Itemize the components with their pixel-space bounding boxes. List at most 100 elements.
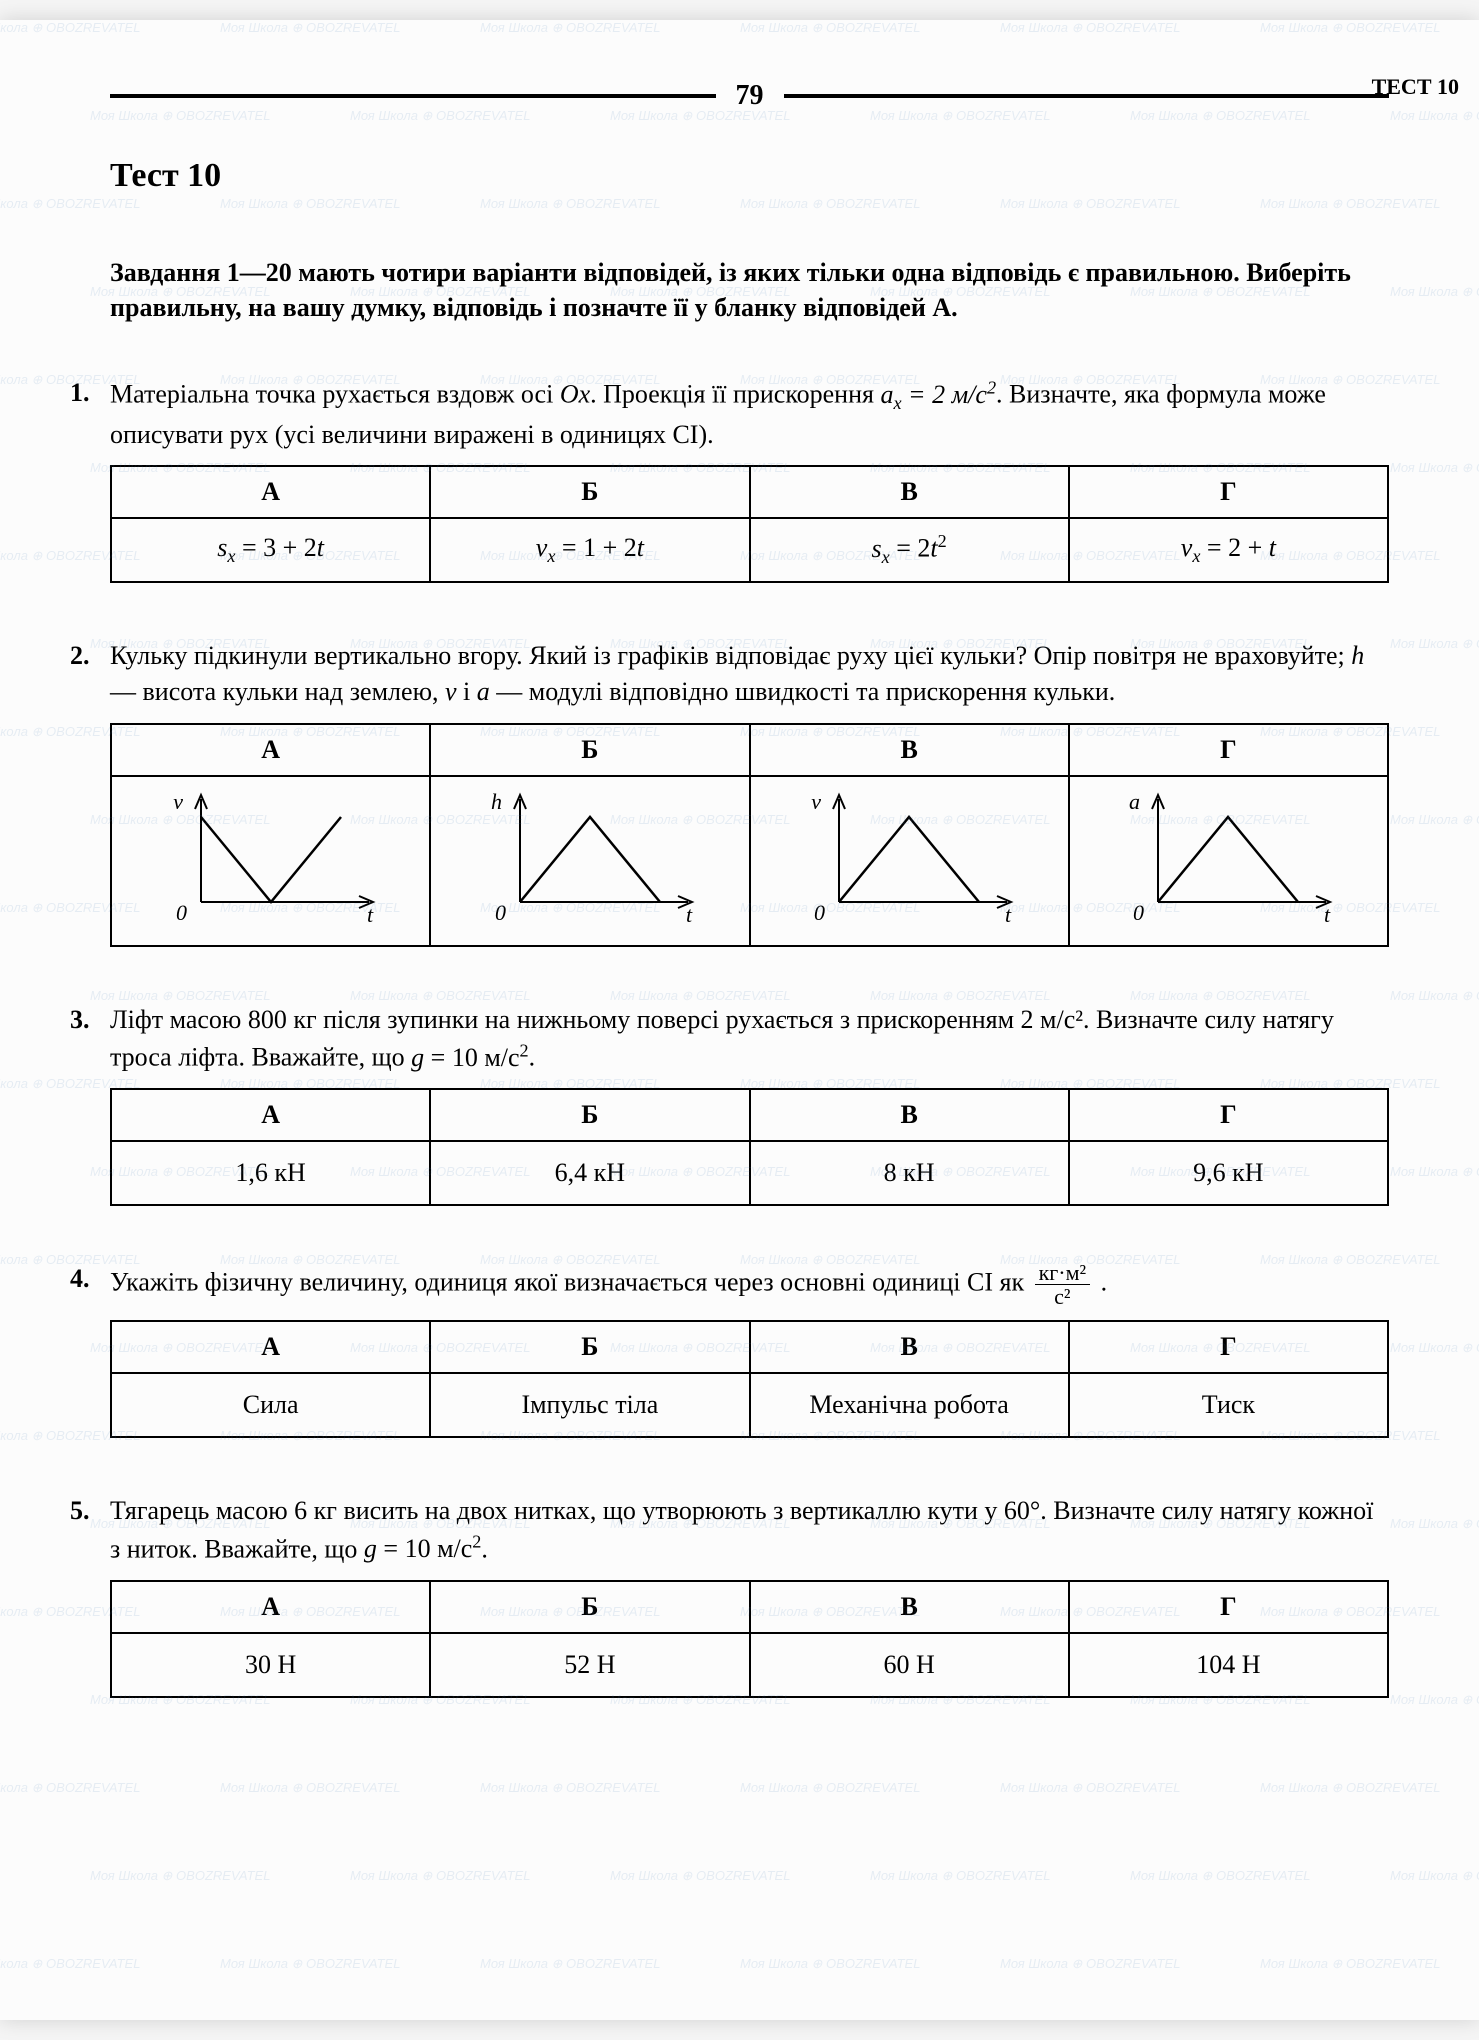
col-a: А [111, 1581, 430, 1633]
col-v: В [750, 1089, 1069, 1141]
col-g: Г [1069, 1581, 1388, 1633]
q1-t2: . Проекція її прискорення [590, 380, 880, 409]
col-a: А [111, 724, 430, 776]
q5-ans-g: 104 Н [1069, 1633, 1388, 1697]
instructions: Завдання 1—20 мають чотири варіанти відп… [110, 255, 1389, 325]
q4-table: А Б В Г Сила Імпульс тіла Механічна робо… [110, 1320, 1389, 1438]
q2-table: А Б В Г vt0 ht0 vt0 at0 [110, 723, 1389, 947]
rule-right [784, 94, 1390, 98]
q3-dot: . [529, 1043, 536, 1072]
q5-table: А Б В Г 30 Н 52 Н 60 Н 104 Н [110, 1580, 1389, 1698]
table-row: 30 Н 52 Н 60 Н 104 Н [111, 1633, 1388, 1697]
col-a: А [111, 1089, 430, 1141]
page-number: 79 [716, 80, 784, 112]
q1-t1: Матеріальна точка рухається вздовж осі [110, 380, 560, 409]
col-g: Г [1069, 724, 1388, 776]
q2-graph-g: a t 0 [1069, 776, 1388, 946]
q4-fraction: кг·м² с² [1035, 1261, 1091, 1308]
q5-body: Тягарець масою 6 кг висить на двох нитка… [110, 1493, 1389, 1567]
col-b: Б [430, 466, 749, 518]
q4-ans-v: Механічна робота [750, 1373, 1069, 1437]
test-title: Тест 10 [110, 157, 1389, 195]
q5-dot: . [481, 1534, 488, 1563]
col-v: В [750, 1581, 1069, 1633]
col-g: Г [1069, 1321, 1388, 1373]
q3-body: Ліфт масою 800 кг після зупинки на нижнь… [110, 1002, 1389, 1076]
table-header-row: А Б В Г [111, 1321, 1388, 1373]
q3-number: 3. [70, 1002, 110, 1076]
q3-ans-b: 6,4 кН [430, 1141, 749, 1205]
q2-t3: і [457, 677, 477, 706]
q1-body: Матеріальна точка рухається вздовж осі O… [110, 375, 1389, 453]
col-b: Б [430, 724, 749, 776]
question-1: 1. Матеріальна точка рухається вздовж ос… [110, 375, 1389, 583]
q1-accel: ax = 2 м/с2 [880, 380, 996, 409]
svg-text:h: h [491, 789, 502, 814]
table-row: Сила Імпульс тіла Механічна робота Тиск [111, 1373, 1388, 1437]
q1-ans-g: vx = 2 + t [1069, 518, 1388, 582]
svg-text:t: t [1005, 902, 1012, 927]
svg-text:v: v [173, 789, 183, 814]
q2-number: 2. [70, 638, 110, 711]
q2-t2: — висота кульки над землею, [110, 677, 445, 706]
svg-text:0: 0 [1133, 900, 1144, 925]
page: Моя Школа ⊕ OBOZREVATELМоя Школа ⊕ OBOZR… [0, 20, 1479, 2020]
q2-a: a [477, 677, 490, 706]
q3-ans-a: 1,6 кН [111, 1141, 430, 1205]
q2-graph-a: vt0 [111, 776, 430, 946]
question-2: 2. Кульку підкинули вертикально вгору. Я… [110, 638, 1389, 947]
graph-triangle-icon: ht0 [480, 787, 700, 927]
table-row: sx = 3 + 2t vx = 1 + 2t sx = 2t2 vx = 2 … [111, 518, 1388, 582]
q5-t1: Тягарець масою 6 кг висить на двох нитка… [110, 1496, 1373, 1563]
q5-ans-v: 60 Н [750, 1633, 1069, 1697]
q4-body: Укажіть фізичну величину, одиниця якої в… [110, 1261, 1389, 1308]
q4-ans-a: Сила [111, 1373, 430, 1437]
col-a: А [111, 466, 430, 518]
question-4-text: 4. Укажіть фізичну величину, одиниця яко… [110, 1261, 1389, 1308]
col-v: В [750, 1321, 1069, 1373]
q4-ans-b: Імпульс тіла [430, 1373, 749, 1437]
q1-axis: Ox [560, 380, 590, 409]
svg-text:v: v [811, 789, 821, 814]
q2-graph-b: ht0 [430, 776, 749, 946]
question-5: 5. Тягарець масою 6 кг висить на двох ни… [110, 1493, 1389, 1697]
svg-text:t: t [1324, 902, 1331, 927]
q3-g: g = 10 м/с2 [411, 1043, 528, 1072]
question-3-text: 3. Ліфт масою 800 кг після зупинки на ни… [110, 1002, 1389, 1076]
rule-left [110, 94, 716, 98]
q3-table: А Б В Г 1,6 кН 6,4 кН 8 кН 9,6 кН [110, 1088, 1389, 1206]
q5-g: g = 10 м/с2 [364, 1534, 481, 1563]
graph-triangle-icon: a t 0 [1118, 787, 1338, 927]
q2-graph-v: vt0 [750, 776, 1069, 946]
question-3: 3. Ліфт масою 800 кг після зупинки на ни… [110, 1002, 1389, 1206]
svg-text:a: a [1129, 789, 1140, 814]
table-header-row: А Б В Г [111, 1089, 1388, 1141]
col-g: Г [1069, 466, 1388, 518]
svg-text:0: 0 [495, 900, 506, 925]
graph-triangle-icon: vt0 [799, 787, 1019, 927]
col-b: Б [430, 1321, 749, 1373]
q5-ans-a: 30 Н [111, 1633, 430, 1697]
q1-ans-a: sx = 3 + 2t [111, 518, 430, 582]
q2-h: h [1351, 641, 1364, 670]
svg-text:0: 0 [176, 900, 187, 925]
q2-body: Кульку підкинули вертикально вгору. Який… [110, 638, 1389, 711]
question-2-text: 2. Кульку підкинули вертикально вгору. Я… [110, 638, 1389, 711]
question-4: 4. Укажіть фізичну величину, одиниця яко… [110, 1261, 1389, 1438]
q4-t1: Укажіть фізичну величину, одиниця якої в… [110, 1268, 1031, 1297]
question-1-text: 1. Матеріальна точка рухається вздовж ос… [110, 375, 1389, 453]
col-g: Г [1069, 1089, 1388, 1141]
q5-ans-b: 52 Н [430, 1633, 749, 1697]
col-b: Б [430, 1581, 749, 1633]
col-v: В [750, 724, 1069, 776]
q1-table: А Б В Г sx = 3 + 2t vx = 1 + 2t sx = 2t2… [110, 465, 1389, 583]
col-b: Б [430, 1089, 749, 1141]
table-row: 1,6 кН 6,4 кН 8 кН 9,6 кН [111, 1141, 1388, 1205]
q1-number: 1. [70, 375, 110, 453]
q5-number: 5. [70, 1493, 110, 1567]
table-header-row: А Б В Г [111, 466, 1388, 518]
q3-ans-g: 9,6 кН [1069, 1141, 1388, 1205]
q4-ans-g: Тиск [1069, 1373, 1388, 1437]
q4-frac-den: с² [1035, 1285, 1091, 1308]
q3-t1: Ліфт масою 800 кг після зупинки на нижнь… [110, 1005, 1334, 1072]
